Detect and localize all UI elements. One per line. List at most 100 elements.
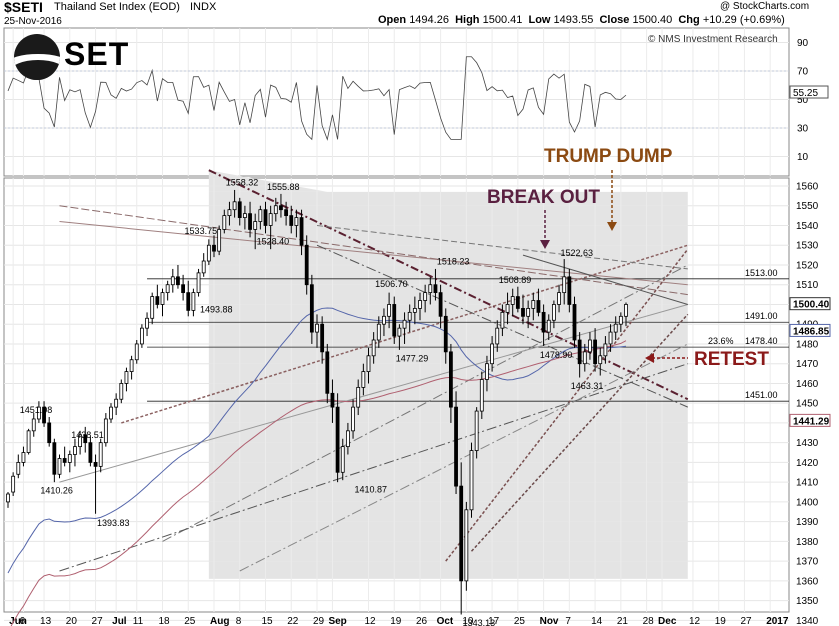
candle-body [304, 244, 309, 286]
price-tick-label: 1560 [796, 182, 819, 193]
candle-body [361, 371, 366, 388]
trend-line [59, 363, 688, 572]
candle-body [248, 213, 252, 230]
candle-body [428, 284, 433, 294]
candle-body [52, 442, 57, 475]
price-tick-label: 1520 [796, 260, 819, 271]
candle-body [124, 371, 129, 384]
candle-body [546, 319, 551, 333]
x-tick-label: 21 [617, 616, 629, 626]
candle-body [134, 343, 139, 361]
x-tick-label: 15 [262, 616, 274, 626]
x-tick-label: 13 [40, 616, 52, 626]
price-label: 1522.63 [561, 248, 594, 258]
candle-body [443, 315, 448, 353]
x-tick-label: 18 [159, 616, 171, 626]
candle-body [402, 319, 407, 329]
level-label: 1491.00 [745, 311, 778, 321]
price-tick-label: 1450 [796, 399, 819, 410]
candle-body [412, 308, 417, 313]
x-tick-label: 26 [416, 616, 428, 626]
trump-dump-arrowhead [607, 222, 617, 231]
chg-value: +10.29 (+0.69%) [702, 14, 785, 26]
trend-line [522, 254, 688, 305]
candle-body [598, 355, 603, 365]
ma-short-line [7, 307, 627, 574]
candle-body [289, 215, 294, 226]
price-label: 1555.88 [267, 182, 300, 192]
x-tick-label: 25 [514, 616, 526, 626]
candle-body [309, 284, 314, 333]
candle-body [423, 292, 428, 301]
price-label: 1518.23 [437, 256, 470, 266]
rsi-tick-label: 30 [797, 124, 809, 135]
price-tick-label: 1430 [796, 438, 819, 449]
candle-body [325, 351, 330, 394]
candle-body [603, 343, 608, 357]
candle-body [191, 292, 196, 311]
price-tick-label: 1370 [796, 557, 819, 568]
chg-label: Chg [678, 14, 700, 26]
rsi-panel-frame [3, 27, 790, 177]
level-label: 1451.00 [745, 390, 778, 400]
high-label: High [455, 14, 480, 26]
candle-body [242, 213, 247, 218]
price-tick-label: 1390 [796, 517, 819, 528]
candle-body [418, 300, 422, 309]
x-tick-label: Sep [328, 616, 346, 626]
candle-body [479, 379, 484, 412]
x-tick-label: 19 [715, 616, 727, 626]
retest-arrowhead [645, 353, 654, 363]
price-label: 1506.70 [375, 279, 408, 289]
candle-body [608, 331, 613, 345]
close-label: Close [599, 14, 630, 26]
x-tick-label: 22 [287, 616, 299, 626]
price-label: 1438.51 [71, 430, 104, 440]
ma-short-label: 1486.85 [793, 326, 830, 337]
ma-long-line [10, 340, 627, 626]
rsi-tick-label: 90 [797, 38, 809, 49]
candle-body [232, 201, 237, 211]
candle-body [526, 308, 531, 317]
candle-body [294, 217, 299, 226]
candle-body [582, 351, 587, 365]
candle-body [330, 392, 335, 408]
set-logo-text: SET [64, 36, 130, 72]
candle-body [26, 430, 31, 453]
candle-body [613, 323, 618, 333]
x-tick-label: 7 [565, 616, 571, 626]
candle-body [284, 209, 289, 217]
candle-body [11, 475, 16, 493]
trend-line [59, 205, 688, 296]
candle-body [474, 410, 479, 451]
candle-body [490, 343, 495, 365]
x-tick-label: 11 [133, 616, 144, 626]
rsi-tick-label: 10 [797, 152, 809, 163]
candle-body [521, 308, 525, 317]
price-tick-label: 1420 [796, 458, 819, 469]
trend-line [470, 313, 689, 552]
candle-body [88, 442, 93, 463]
candle-body [340, 446, 345, 473]
candle-body [541, 311, 546, 333]
watermark: @ StockCharts.com [720, 1, 810, 12]
x-tick-label: 25 [184, 616, 196, 626]
rsi-last-box [789, 85, 829, 99]
price-label: 1528.40 [257, 236, 290, 246]
candle-body [448, 351, 453, 408]
annotation-trump-dump: TRUMP DUMP [544, 146, 673, 167]
candle-body [500, 311, 505, 329]
candle-body [335, 406, 340, 473]
candle-body [577, 339, 582, 365]
candle-body [464, 509, 469, 582]
candle-body [165, 284, 170, 294]
candle-body [268, 213, 273, 226]
candle-body [170, 276, 175, 286]
price-tick-label: 1340 [796, 616, 819, 626]
candle-body [459, 485, 464, 582]
candle-body [320, 323, 325, 353]
candle-body [42, 406, 46, 424]
rsi-tick-label: 50 [797, 95, 809, 106]
x-tick-label: 6 [19, 616, 25, 626]
candle-body [258, 209, 263, 222]
